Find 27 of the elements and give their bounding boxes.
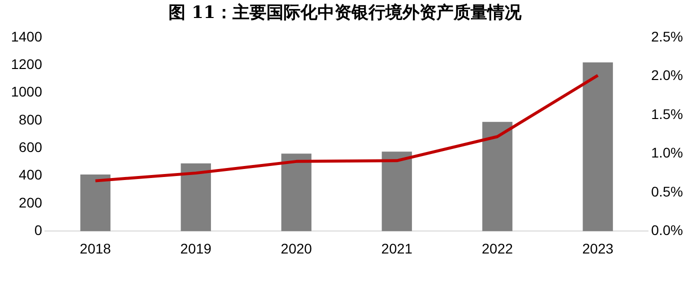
y-tick-label: 400 <box>18 166 42 183</box>
x-tick-label: 2022 <box>482 240 514 256</box>
x-tick-label: 2023 <box>582 240 614 256</box>
x-tick-label: 2021 <box>381 240 413 256</box>
y-tick-label: 0 <box>34 222 42 238</box>
bar <box>281 154 312 232</box>
x-tick-label: 2019 <box>180 240 212 256</box>
y-tick-label: 1400 <box>10 28 42 44</box>
y2-tick-label: 2.0% <box>651 67 684 84</box>
y2-tick-label: 0.0% <box>651 222 684 238</box>
y2-tick-label: 0.5% <box>651 183 684 200</box>
chart-title: 图 11：主要国际化中资银行境外资产质量情况 <box>168 2 522 25</box>
y-tick-label: 800 <box>18 111 42 128</box>
y-tick-label: 1200 <box>10 56 42 72</box>
x-tick-label: 2018 <box>80 240 112 256</box>
y-tick-label: 600 <box>18 139 42 155</box>
bar <box>80 174 110 232</box>
x-tick-label: 2020 <box>280 240 312 256</box>
bar <box>582 62 613 232</box>
y2-tick-label: 1.5% <box>651 106 684 122</box>
y-tick-label: 1000 <box>10 84 42 100</box>
y2-tick-label: 1.0% <box>651 144 684 161</box>
y2-tick-label: 2.5% <box>651 28 684 44</box>
bar <box>482 122 512 232</box>
bar <box>180 163 211 232</box>
y-tick-label: 200 <box>18 194 42 210</box>
bar <box>382 152 412 232</box>
